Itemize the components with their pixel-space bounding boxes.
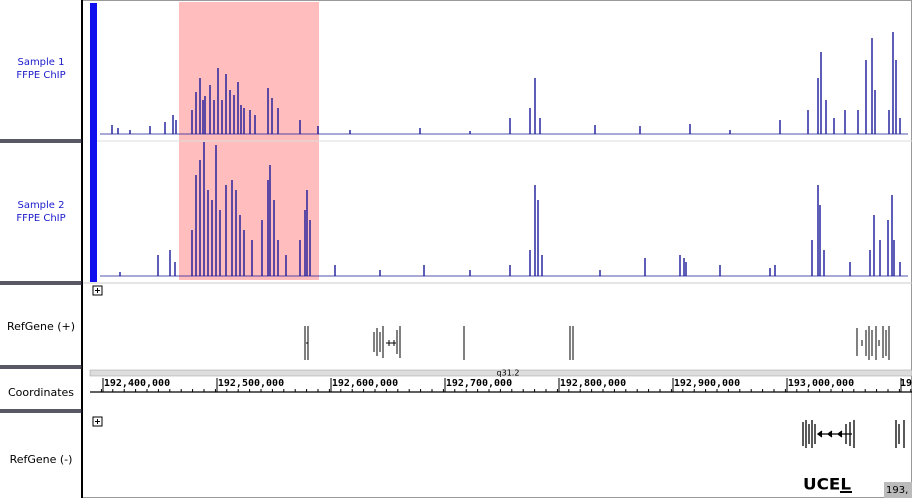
expand-icon[interactable] — [92, 416, 103, 427]
cytoband — [89, 369, 912, 377]
track-label[interactable]: FFPE ChIP — [16, 70, 65, 81]
coordinate-label: 192,400,000 — [104, 378, 170, 389]
signal-track — [119, 142, 901, 276]
coordinate-label: 192,900,000 — [674, 378, 740, 389]
track-label[interactable]: RefGene (+) — [7, 320, 75, 333]
coordinate-label: 192,500,000 — [218, 378, 284, 389]
label-separators — [0, 139, 82, 413]
signal-track — [111, 32, 901, 134]
label-panel — [0, 0, 82, 498]
expand-icon[interactable] — [92, 285, 103, 296]
gene-models-minus[interactable] — [802, 420, 905, 448]
gene-models-plus[interactable] — [304, 326, 890, 360]
gene-label[interactable]: UCEL — [803, 475, 851, 494]
coordinate-label: 192,600,000 — [332, 378, 398, 389]
cytoband-label: q31.2 — [497, 369, 520, 378]
coordinate-label: 19 — [900, 378, 912, 389]
track-selection-bar[interactable] — [90, 3, 97, 282]
track-label[interactable]: FFPE ChIP — [16, 213, 65, 224]
coordinate-label: 192,700,000 — [446, 378, 512, 389]
coordinate-label: 192,800,000 — [560, 378, 626, 389]
coordinate-label: 193,000,000 — [788, 378, 854, 389]
corner-label: 193, — [886, 485, 908, 496]
track-label[interactable]: RefGene (-) — [10, 453, 73, 466]
corner-box — [884, 482, 912, 498]
track-label[interactable]: Sample 2 — [17, 200, 64, 211]
track-label[interactable]: Coordinates — [8, 386, 74, 399]
ruler-ticks: 192,400,000 192,500,000 192,600,000 192,700… — [100, 378, 912, 392]
track-label[interactable]: Sample 1 — [17, 57, 64, 68]
